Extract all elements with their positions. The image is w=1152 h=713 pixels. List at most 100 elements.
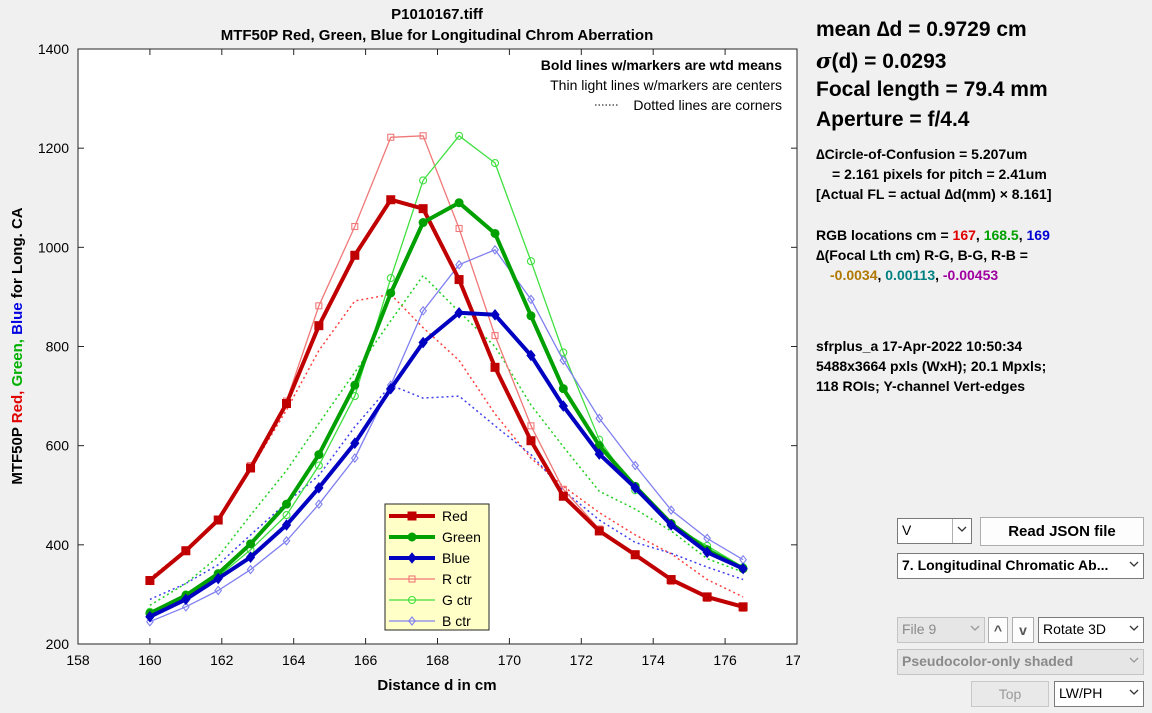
data-point bbox=[703, 533, 712, 544]
down-button[interactable]: v bbox=[1012, 617, 1034, 643]
units-select-value: LW/PH bbox=[1059, 685, 1103, 701]
series-corner-dotted bbox=[149, 293, 744, 598]
data-point bbox=[491, 332, 499, 340]
up-button[interactable]: ^ bbox=[988, 617, 1008, 643]
y-axis-label-part: Red, bbox=[9, 387, 26, 424]
note-thin: Thin light lines w/markers are centers bbox=[550, 77, 782, 93]
data-point bbox=[314, 482, 324, 494]
data-point bbox=[314, 321, 324, 331]
data-point bbox=[314, 461, 323, 470]
data-point bbox=[558, 384, 568, 394]
channel-select[interactable]: V bbox=[897, 518, 972, 544]
focal-delta-label: ∆(Focal Lth cm) R-G, B-G, R-B = bbox=[816, 247, 1028, 263]
coc-line-3: [Actual FL = actual ∆d(mm) × 8.161] bbox=[816, 186, 1052, 202]
data-point bbox=[214, 585, 223, 596]
data-point bbox=[386, 274, 395, 283]
y-tick-label: 1400 bbox=[38, 41, 69, 57]
legend-item-b-ctr: B ctr bbox=[389, 613, 471, 629]
data-point bbox=[181, 546, 191, 556]
read-json-button[interactable]: Read JSON file bbox=[980, 517, 1144, 546]
data-point bbox=[407, 595, 417, 605]
data-point bbox=[418, 336, 428, 349]
aperture: Aperture = f/4.4 bbox=[816, 108, 970, 131]
sigma-d: σ(d) = 0.0293 bbox=[816, 48, 946, 74]
x-tick-label: 164 bbox=[282, 652, 306, 668]
fd-sep-1: , bbox=[877, 267, 886, 283]
data-point bbox=[282, 399, 292, 409]
data-point bbox=[491, 244, 499, 255]
legend-label: R ctr bbox=[442, 571, 472, 587]
rgb-label: RGB locations cm = bbox=[816, 227, 953, 243]
legend-box bbox=[384, 503, 490, 631]
y-tick-label: 200 bbox=[46, 636, 70, 652]
rotate-select[interactable]: Rotate 3D bbox=[1038, 617, 1144, 643]
legend-label: Red bbox=[442, 508, 468, 524]
file-select[interactable]: File 9 bbox=[897, 617, 985, 643]
data-point bbox=[630, 482, 640, 494]
data-point bbox=[630, 550, 640, 560]
data-point bbox=[490, 158, 500, 168]
series-line bbox=[149, 249, 744, 623]
y-axis-label-part: Green, bbox=[9, 335, 26, 387]
data-point bbox=[386, 195, 396, 205]
data-point bbox=[314, 450, 324, 460]
focal-delta-values: -0.0034, 0.00113, -0.00453 bbox=[830, 267, 998, 283]
x-tick-label: 170 bbox=[498, 652, 522, 668]
data-point bbox=[490, 362, 500, 372]
y-tick-label: 1000 bbox=[38, 239, 69, 255]
data-point bbox=[181, 593, 191, 606]
series-blue bbox=[145, 306, 748, 623]
rgb-sep-1: , bbox=[975, 227, 984, 243]
y-axis-label-part: Blue bbox=[9, 298, 26, 335]
meta-line-2: 5488x3664 pxls (WxH); 20.1 Mpxls; bbox=[816, 358, 1047, 374]
meta-line-3: 118 ROIs; Y-channel Vert-edges bbox=[816, 378, 1026, 394]
data-point bbox=[246, 564, 255, 575]
y-tick-label: 400 bbox=[46, 537, 70, 553]
data-point bbox=[738, 562, 748, 575]
shading-select[interactable]: Pseudocolor-only shaded bbox=[897, 649, 1144, 675]
x-tick-label: 176 bbox=[713, 652, 737, 668]
data-point bbox=[666, 575, 676, 585]
legend-item-r-ctr: R ctr bbox=[389, 571, 472, 587]
data-point bbox=[145, 616, 154, 627]
data-point bbox=[213, 515, 223, 525]
units-select[interactable]: LW/PH bbox=[1054, 681, 1144, 707]
legend-item-red: Red bbox=[389, 508, 468, 524]
data-point bbox=[145, 576, 155, 586]
data-point bbox=[594, 448, 604, 460]
data-point bbox=[282, 511, 291, 520]
data-point bbox=[350, 453, 359, 463]
x-tick-label: 160 bbox=[138, 652, 162, 668]
rgb-green: 168.5 bbox=[983, 227, 1019, 243]
data-point bbox=[350, 437, 360, 449]
plot-type-select[interactable]: 7. Longitudinal Chromatic Ab... bbox=[897, 553, 1144, 579]
channel-select-value: V bbox=[902, 522, 912, 538]
rotate-select-value: Rotate 3D bbox=[1043, 621, 1107, 637]
data-point bbox=[702, 592, 712, 602]
note-bold: Bold lines w/markers are wtd means bbox=[541, 57, 782, 73]
data-point bbox=[631, 460, 640, 471]
series-line bbox=[149, 293, 744, 598]
mean-delta-d: mean ∆d = 0.9729 cm bbox=[816, 18, 1027, 41]
data-point bbox=[408, 616, 416, 626]
y-tick-label: 1200 bbox=[38, 140, 69, 156]
top-button[interactable]: Top bbox=[971, 681, 1049, 707]
data-point bbox=[408, 575, 416, 583]
chevron-down-icon bbox=[957, 526, 967, 532]
data-point bbox=[213, 572, 223, 585]
data-point bbox=[145, 610, 155, 623]
data-point bbox=[558, 491, 568, 501]
data-point bbox=[246, 463, 256, 473]
data-point bbox=[350, 250, 360, 260]
series-line bbox=[149, 310, 744, 619]
data-point bbox=[526, 257, 536, 266]
chevron-down-icon bbox=[1129, 561, 1139, 567]
data-point bbox=[559, 355, 568, 366]
shading-select-value: Pseudocolor-only shaded bbox=[902, 653, 1074, 669]
data-point bbox=[386, 382, 396, 395]
file-select-value: File 9 bbox=[902, 621, 937, 637]
data-point bbox=[527, 294, 535, 305]
legend-item-blue: Blue bbox=[389, 550, 470, 566]
legend: Red Green Blue R ctr G ctr B ctr bbox=[384, 503, 490, 631]
data-point bbox=[558, 400, 568, 412]
